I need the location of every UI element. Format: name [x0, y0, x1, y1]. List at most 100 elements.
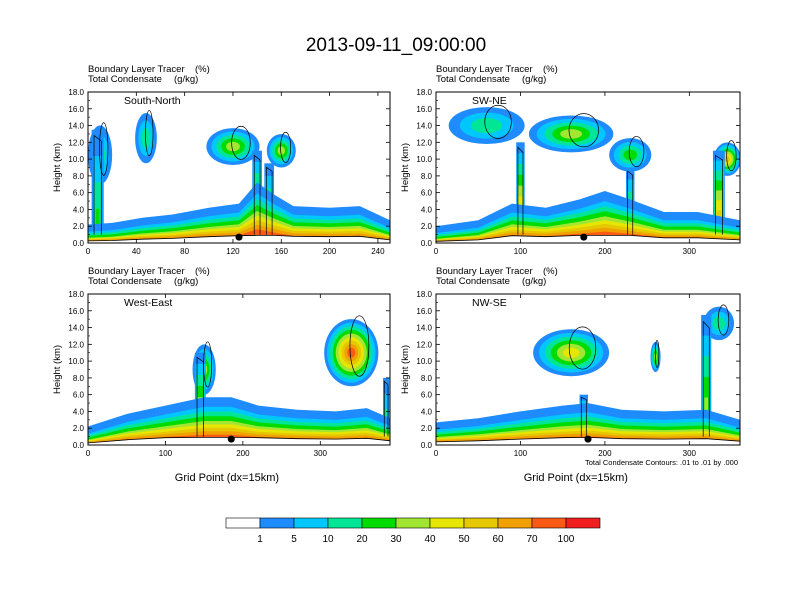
colorbar-box-7	[463, 517, 499, 529]
plot-area	[88, 92, 390, 243]
colorbar-box-10	[565, 517, 601, 529]
site-marker	[227, 435, 235, 443]
y-tick-label: 0.0	[73, 239, 85, 248]
condensate-contour-1	[654, 339, 660, 368]
y-tick-label: 6.0	[421, 189, 433, 198]
plot-area	[436, 92, 740, 243]
tower-contour-0	[517, 146, 524, 235]
subtitle-condensate: Total Condensate	[88, 276, 162, 287]
x-tick-label: 0	[434, 247, 439, 256]
subtitle-tracer: Boundary Layer Tracer	[436, 266, 533, 277]
subtitle-tracer-units: (%)	[195, 64, 210, 75]
y-axis-label: Height (km)	[52, 345, 63, 394]
tower-contour-0	[196, 356, 204, 437]
y-tick-label: 12.0	[416, 340, 432, 349]
subtitle-tracer: Boundary Layer Tracer	[88, 64, 185, 75]
y-tick-label: 0.0	[73, 441, 85, 450]
y-axis-label: Height (km)	[400, 143, 411, 192]
contour-note: Total Condensate Contours: .01 to .01 by…	[585, 458, 738, 467]
site-marker	[584, 435, 592, 443]
colorbar-box-1	[259, 517, 295, 529]
cloud-0-level-40	[562, 347, 580, 358]
y-tick-label: 14.0	[68, 324, 84, 333]
y-tick-label: 4.0	[421, 205, 433, 214]
x-tick-label: 0	[86, 247, 91, 256]
panel-south-north: 0.0 2.0 4.0 6.0 8.0 10.0 12.0 14.0 16.0 18.0 0 40 80…	[52, 64, 391, 256]
cloud-3-level-50	[724, 155, 730, 163]
tower-contour-2	[714, 154, 723, 235]
y-tick-label: 6.0	[73, 391, 85, 400]
x-tick-label: 100	[514, 449, 528, 458]
y-tick-label: 4.0	[421, 407, 433, 416]
y-tick-label: 8.0	[73, 374, 85, 383]
subtitle-condensate: Total Condensate	[436, 74, 510, 85]
x-tick-label: 0	[434, 449, 439, 458]
x-tick-label: 240	[371, 247, 385, 256]
x-tick-label: 200	[236, 449, 250, 458]
y-tick-label: 0.0	[421, 239, 433, 248]
y-tick-label: 8.0	[421, 374, 433, 383]
y-tick-label: 14.0	[416, 122, 432, 131]
y-tick-label: 2.0	[421, 424, 433, 433]
colorbar-box-0	[225, 517, 261, 529]
terrain	[88, 437, 390, 445]
y-tick-label: 6.0	[73, 189, 85, 198]
tower-contour-0	[93, 134, 102, 235]
y-tick-label: 12.0	[68, 340, 84, 349]
y-tick-label: 12.0	[68, 138, 84, 147]
y-tick-label: 12.0	[416, 138, 432, 147]
subtitle-condensate-units: (g/kg)	[174, 74, 198, 85]
y-tick-label: 18.0	[416, 290, 432, 299]
x-tick-label: 200	[598, 247, 612, 256]
colorbar-label: 10	[322, 534, 334, 545]
cloud-0-level-70	[347, 347, 356, 358]
y-tick-label: 10.0	[416, 155, 432, 164]
plot-area	[88, 294, 390, 445]
x-tick-label: 40	[132, 247, 141, 256]
x-tick-label: 100	[159, 449, 173, 458]
figure-title: 2013-09-11_09:00:00	[306, 35, 486, 56]
y-tick-label: 18.0	[68, 88, 84, 97]
x-tick-label: 0	[86, 449, 91, 458]
colorbar-label: 30	[390, 534, 402, 545]
y-tick-label: 10.0	[416, 357, 432, 366]
subtitle-condensate: Total Condensate	[436, 276, 510, 287]
tower-contour-2	[265, 166, 273, 235]
site-marker	[580, 233, 588, 241]
cloud-2-level-10	[712, 316, 726, 331]
y-tick-label: 10.0	[68, 155, 84, 164]
panel-name: NW-SE	[472, 297, 507, 309]
condensate-contour-1	[145, 110, 154, 157]
x-tick-label: 200	[598, 449, 612, 458]
subtitle-tracer-units: (%)	[543, 266, 558, 277]
subtitle-tracer-units: (%)	[543, 64, 558, 75]
panel-name: SW-NE	[472, 95, 507, 107]
subtitle-condensate-units: (g/kg)	[522, 74, 546, 85]
x-tick-label: 120	[226, 247, 240, 256]
y-tick-label: 14.0	[416, 324, 432, 333]
colorbar-box-2	[293, 517, 329, 529]
colorbar-label: 5	[291, 534, 297, 545]
y-tick-label: 16.0	[68, 307, 84, 316]
y-tick-label: 18.0	[416, 88, 432, 97]
y-axis-label: Height (km)	[400, 345, 411, 394]
colorbar-label: 60	[492, 534, 504, 545]
condensate-contour-0	[484, 104, 512, 139]
cloud-2-level-30	[226, 141, 240, 152]
cloud-1-level-10	[141, 127, 151, 149]
y-tick-label: 2.0	[73, 424, 85, 433]
condensate-contour-3	[280, 131, 292, 163]
tower-contour-1	[253, 154, 261, 235]
condensate-contour-3	[726, 140, 737, 172]
colorbar-label: 1	[257, 534, 263, 545]
cloud-2-level-20	[623, 149, 637, 161]
y-axis-label: Height (km)	[52, 143, 63, 192]
x-tick-label: 300	[683, 247, 697, 256]
y-tick-label: 14.0	[68, 122, 84, 131]
x-tick-label: 160	[275, 247, 289, 256]
colorbar-box-3	[327, 517, 363, 529]
y-tick-label: 4.0	[73, 407, 85, 416]
x-tick-label: 300	[314, 449, 328, 458]
panel-sw-ne: 0.0 2.0 4.0 6.0 8.0 10.0 12.0 14.0 16.0 18.0 0 100 2…	[400, 64, 741, 256]
